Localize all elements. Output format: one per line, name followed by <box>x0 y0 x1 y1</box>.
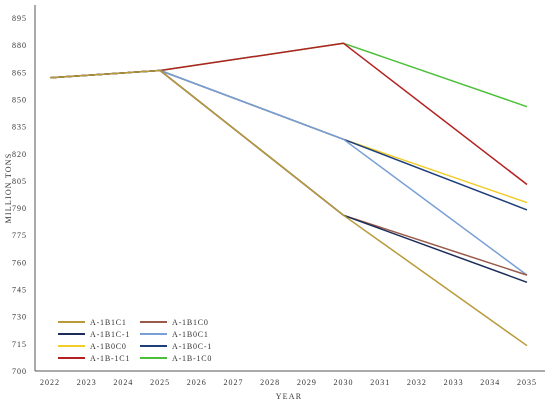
x-tick-labels: 2022 2023 2024 2025 2026 2027 2028 2029 2030 2031… <box>40 378 537 387</box>
legend-label-a-1b0c0: A-1B0C0 <box>90 342 127 351</box>
y-tick-label: 760 <box>12 258 27 267</box>
legend-label-a-1b0c1: A-1B0C1 <box>172 330 209 339</box>
y-tick-label: 820 <box>12 150 27 159</box>
legend-label-a-1b-1c0: A-1B-1C0 <box>172 354 212 363</box>
y-tick-label: 775 <box>12 231 27 240</box>
legend: A-1B1C1 A-1B1C0 A-1B1C-1 A-1B0C1 A-1B0C0 A-1B… <box>58 318 212 363</box>
x-tick-label: 2026 <box>187 378 207 387</box>
y-tick-labels: 700 715 730 745 760 775 790 805 820 835 850 865 880 8… <box>12 14 27 376</box>
series-lines <box>49 42 528 347</box>
series-line-a-1b-1c0 <box>49 42 528 108</box>
legend-label-a-1b1c1: A-1B1C1 <box>90 318 127 327</box>
legend-label-a-1b-1c1: A-1B-1C1 <box>90 354 130 363</box>
x-tick-label: 2023 <box>77 378 97 387</box>
y-tick-label: 730 <box>12 313 27 322</box>
x-axis-title: YEAR <box>276 392 303 401</box>
y-tick-label: 790 <box>12 204 27 213</box>
x-tick-label: 2024 <box>113 378 133 387</box>
y-tick-label: 805 <box>12 177 27 186</box>
x-tick-label: 2025 <box>150 378 170 387</box>
y-tick-label: 700 <box>12 367 27 376</box>
series-line-a-1b-1c1 <box>49 42 528 186</box>
y-tick-label: 745 <box>12 286 27 295</box>
axes <box>34 5 545 372</box>
x-tick-label: 2031 <box>370 378 390 387</box>
x-tick-label: 2033 <box>444 378 464 387</box>
series-line-a-1b0c-1 <box>49 69 528 211</box>
legend-label-a-1b0c-1: A-1B0C-1 <box>172 342 212 351</box>
x-tick-label: 2029 <box>297 378 317 387</box>
y-axis-title: MILLION TONS <box>4 153 13 224</box>
y-tick-label: 850 <box>12 95 27 104</box>
x-tick-label: 2022 <box>40 378 60 387</box>
legend-label-a-1b1c0: A-1B1C0 <box>172 318 209 327</box>
y-tick-label: 715 <box>12 340 27 349</box>
x-tick-label: 2030 <box>334 378 354 387</box>
y-tick-label: 895 <box>12 14 27 23</box>
series-line-a-1b1c1 <box>49 69 528 347</box>
x-tick-label: 2032 <box>407 378 427 387</box>
x-tick-label: 2027 <box>223 378 243 387</box>
y-tick-label: 865 <box>12 68 27 77</box>
x-tick-label: 2028 <box>260 378 280 387</box>
y-tick-label: 835 <box>12 123 27 132</box>
legend-label-a-1b1c-1: A-1B1C-1 <box>90 330 130 339</box>
y-tick-label: 880 <box>12 41 27 50</box>
series-line-a-1b1c-1 <box>49 69 528 284</box>
x-tick-label: 2035 <box>517 378 537 387</box>
x-tick-label: 2034 <box>480 378 500 387</box>
